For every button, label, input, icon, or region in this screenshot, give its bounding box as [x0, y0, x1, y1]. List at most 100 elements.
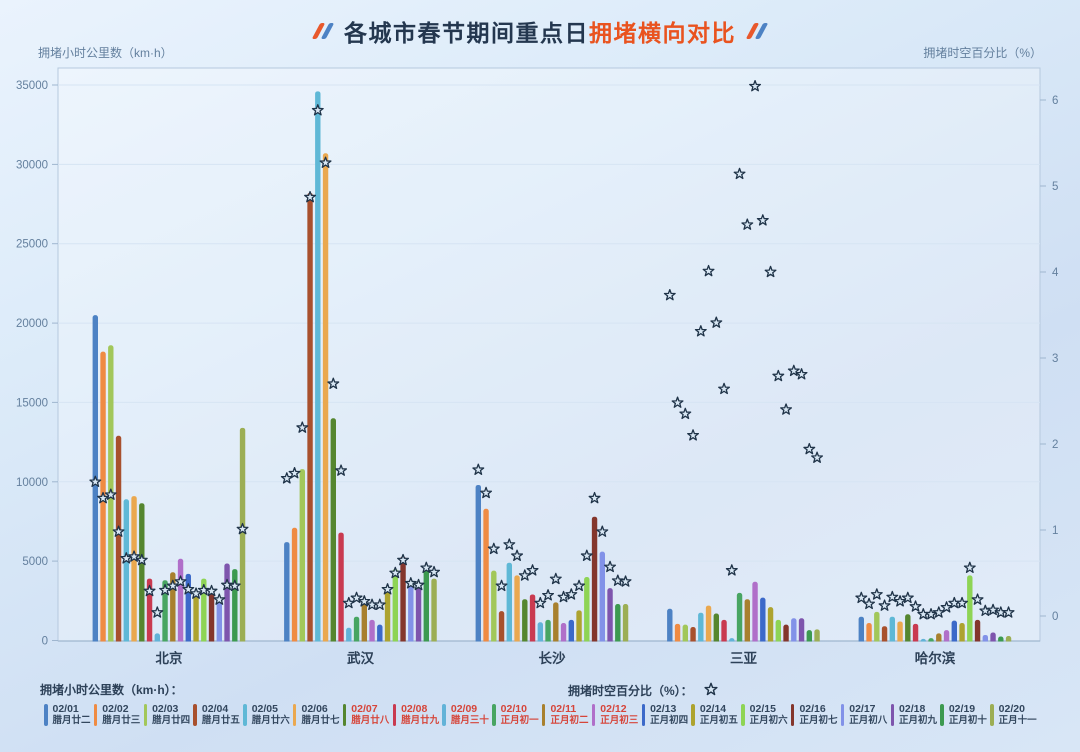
- legend-swatch: [143, 704, 148, 726]
- city-label-哈尔滨: 哈尔滨: [915, 650, 956, 666]
- bar-三亚-02/03: [682, 624, 688, 642]
- legend-texts: 02/08 腊月廿九: [401, 703, 439, 727]
- star-哈尔滨-02/02: [863, 597, 876, 610]
- bar-哈尔滨-02/06: [897, 621, 903, 642]
- star-哈尔滨-02/16: [971, 593, 984, 605]
- legend-lunar: 腊月廿六: [251, 715, 290, 726]
- legend-swatch: [392, 704, 397, 726]
- bar-三亚-02/09: [729, 638, 735, 642]
- star-武汉-02/03: [296, 421, 309, 433]
- legend-lunar: 腊月廿四: [152, 715, 191, 726]
- star-武汉-02/18: [412, 578, 425, 591]
- bar-长沙-02/18: [607, 588, 613, 642]
- city-label-北京: 北京: [156, 650, 183, 666]
- legend-pct-title: 拥堵时空百分比（%）：: [568, 684, 693, 698]
- star-哈尔滨-02/12: [940, 601, 953, 613]
- star-北京-02/07: [135, 553, 148, 566]
- bar-长沙-02/15: [584, 577, 590, 642]
- legend-lunar: 正月初四: [650, 715, 689, 726]
- legend-item-02-01[interactable]: 02/01 腊月廿二: [44, 703, 94, 727]
- star-北京-02/06: [128, 550, 141, 562]
- legend-date: 02/15: [749, 703, 776, 715]
- city-label-三亚: 三亚: [730, 651, 758, 666]
- star-哈尔滨-02/04: [878, 599, 891, 611]
- star-哈尔滨-02/15: [963, 561, 976, 574]
- legend-item-02-06[interactable]: 02/06 腊月廿七: [292, 703, 343, 727]
- legend-swatch: [691, 704, 695, 726]
- legend-item-02-12[interactable]: 02/12 正月初三: [591, 703, 642, 727]
- bar-长沙-02/09: [537, 622, 543, 642]
- legend-item-02-15[interactable]: 02/15 正月初六: [741, 703, 791, 727]
- legend-swatch: [292, 704, 297, 726]
- star-三亚-02/02: [671, 396, 684, 408]
- bar-武汉-02/18: [415, 584, 422, 642]
- star-三亚-02/01: [663, 288, 676, 301]
- legend-item-02-02[interactable]: 02/02 腊月廿三: [93, 703, 144, 727]
- bar-北京-02/09: [154, 633, 160, 642]
- star-三亚-02/10: [733, 167, 746, 180]
- star-长沙-02/16: [588, 491, 601, 504]
- right-tick-label: 4: [1052, 267, 1059, 279]
- star-三亚-02/08: [718, 382, 731, 395]
- bar-武汉-02/07: [330, 418, 336, 642]
- legend-item-02-11[interactable]: 02/11 正月初二: [541, 703, 592, 727]
- bar-长沙-02/14: [576, 610, 582, 642]
- star-北京-02/12: [174, 575, 187, 587]
- legend-swatch: [492, 704, 496, 726]
- star-武汉-02/17: [404, 577, 417, 589]
- legend-item-02-04[interactable]: 02/04 腊月廿五: [193, 703, 243, 727]
- legend-item-02-03[interactable]: 02/03 腊月廿四: [143, 703, 194, 727]
- bar-北京-02/15: [201, 578, 207, 642]
- legend-texts: 02/10 正月初一: [501, 703, 539, 727]
- star-legend-icon: [703, 681, 719, 700]
- star-哈尔滨-02/18: [987, 603, 1000, 616]
- star-长沙-02/07: [518, 569, 531, 581]
- star-武汉-02/01: [280, 472, 293, 484]
- legend-item-02-18[interactable]: 02/18 正月初九: [890, 703, 941, 727]
- legend-texts: 02/18 正月初九: [899, 703, 937, 727]
- star-长沙-02/13: [565, 588, 578, 600]
- bar-长沙-02/03: [491, 570, 497, 642]
- legend-item-02-10[interactable]: 02/10 正月初一: [492, 703, 542, 727]
- legend-item-02-05[interactable]: 02/05 腊月廿六: [243, 703, 293, 727]
- legend-item-02-08[interactable]: 02/08 腊月廿九: [392, 703, 443, 727]
- star-三亚-02/19: [803, 442, 816, 455]
- star-长沙-02/08: [526, 564, 539, 576]
- legend-texts: 02/13 正月初四: [650, 703, 688, 727]
- bar-三亚-02/15: [775, 619, 781, 642]
- bar-长沙-02/01: [475, 484, 481, 642]
- legend-item-02-20[interactable]: 02/20 正月十一: [990, 703, 1040, 727]
- legend-swatch: [442, 704, 446, 726]
- legend-item-02-14[interactable]: 02/14 正月初五: [691, 703, 741, 727]
- bar-北京-02/16: [208, 588, 215, 642]
- legend-item-02-07[interactable]: 02/07 腊月廿八: [342, 703, 393, 727]
- star-三亚-02/15: [772, 369, 785, 382]
- legend-item-02-19[interactable]: 02/19 正月初十: [940, 703, 990, 727]
- star-北京-02/17: [213, 593, 226, 605]
- star-武汉-02/02: [288, 466, 301, 479]
- legend-date: 02/16: [799, 703, 826, 715]
- star-三亚-02/05: [694, 325, 707, 337]
- legend-header: 拥堵小时公里数（km·h）： 拥堵时空百分比（%）：: [0, 681, 1080, 699]
- bar-长沙-02/07: [522, 599, 528, 642]
- legend-item-02-09[interactable]: 02/09 腊月三十: [442, 703, 492, 727]
- bar-北京-02/05: [123, 499, 129, 642]
- bar-武汉-02/04: [307, 192, 313, 642]
- legend-date: 02/09: [450, 703, 478, 715]
- star-markers-layer: [89, 79, 1015, 620]
- legend-item-02-17[interactable]: 02/17 正月初八: [840, 703, 891, 727]
- star-长沙-02/11: [549, 572, 562, 585]
- legend-swatch: [541, 704, 546, 726]
- bar-三亚-02/01: [667, 608, 673, 642]
- star-三亚-02/11: [741, 218, 754, 230]
- city-label-武汉: 武汉: [347, 650, 374, 666]
- star-北京-02/13: [182, 583, 195, 595]
- bar-长沙-02/12: [560, 623, 567, 642]
- legend-item-02-13[interactable]: 02/13 正月初四: [641, 703, 692, 727]
- right-tick-label: 6: [1052, 95, 1058, 107]
- left-tick-label: 30000: [16, 159, 48, 171]
- legend-item-02-16[interactable]: 02/16 正月初七: [790, 703, 841, 727]
- star-武汉-02/20: [428, 565, 441, 578]
- date-legend: 02/01 腊月廿二 02/02 腊月廿三 02/03 腊月廿四 02/04 腊月廿五 02/0…: [44, 703, 1044, 727]
- star-长沙-02/05: [503, 538, 516, 550]
